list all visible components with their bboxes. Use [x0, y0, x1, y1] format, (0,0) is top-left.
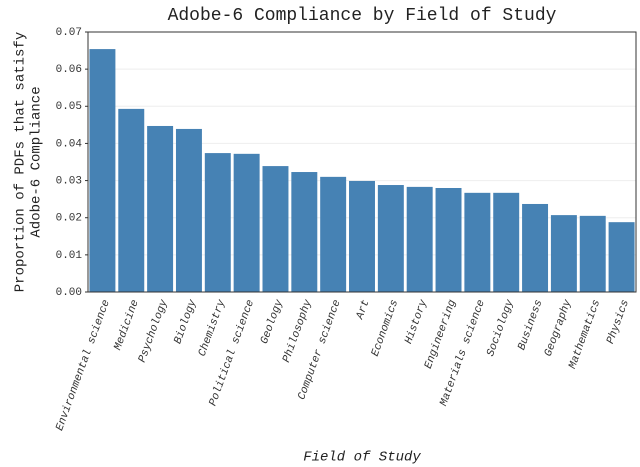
- bar: [320, 176, 347, 292]
- bar: [406, 186, 433, 292]
- x-tick-label: Art: [354, 298, 372, 322]
- plot-frame: [87, 31, 637, 293]
- x-tick-label: Mathematics: [567, 298, 603, 370]
- x-tick-label: Biology: [172, 298, 199, 346]
- bar: [175, 128, 202, 292]
- chart-title: Adobe-6 Compliance by Field of Study: [168, 6, 557, 26]
- y-tick-label: 0.04: [56, 138, 83, 150]
- x-tick-label: Environmental science: [54, 298, 113, 432]
- x-tick-label: Philosophy: [281, 298, 315, 365]
- bar: [118, 108, 145, 292]
- bar: [522, 203, 549, 292]
- bar: [377, 185, 404, 292]
- bar: [464, 192, 491, 292]
- bar: [89, 49, 116, 293]
- bar: [493, 192, 520, 292]
- bar: [291, 172, 318, 292]
- x-axis-label: Field of Study: [303, 450, 421, 466]
- y-axis-label: Proportion of PDFs that satisfy: [13, 32, 29, 292]
- bar: [233, 153, 260, 292]
- y-tick-label: 0.06: [56, 64, 82, 76]
- x-tick-label: Geography: [543, 298, 575, 358]
- y-tick-label: 0.02: [56, 213, 82, 225]
- x-tick-label: History: [403, 298, 430, 346]
- y-tick-label: 0.00: [56, 287, 82, 299]
- x-tick-label: Medicine: [112, 298, 141, 352]
- bar: [262, 166, 289, 292]
- y-axis-label: Adobe-6 Compliance: [29, 86, 45, 237]
- x-tick-label: Business: [516, 298, 545, 352]
- bar: [550, 215, 577, 292]
- x-tick-label: Economics: [370, 298, 402, 358]
- bar: [204, 153, 231, 292]
- x-tick-label: Chemistry: [197, 298, 229, 358]
- bar: [579, 215, 606, 292]
- y-tick-label: 0.07: [56, 27, 82, 39]
- y-tick-label: 0.01: [56, 250, 83, 262]
- x-tick-label: Physics: [605, 298, 632, 346]
- y-tick-label: 0.03: [56, 175, 82, 187]
- x-tick-label: Psychology: [137, 298, 171, 365]
- bar: [147, 125, 174, 292]
- y-tick-label: 0.05: [56, 101, 82, 113]
- x-tick-label: Sociology: [485, 298, 517, 358]
- bar: [349, 180, 375, 292]
- bar: [608, 222, 635, 292]
- x-tick-label: Geology: [259, 298, 286, 346]
- bar: [435, 188, 462, 292]
